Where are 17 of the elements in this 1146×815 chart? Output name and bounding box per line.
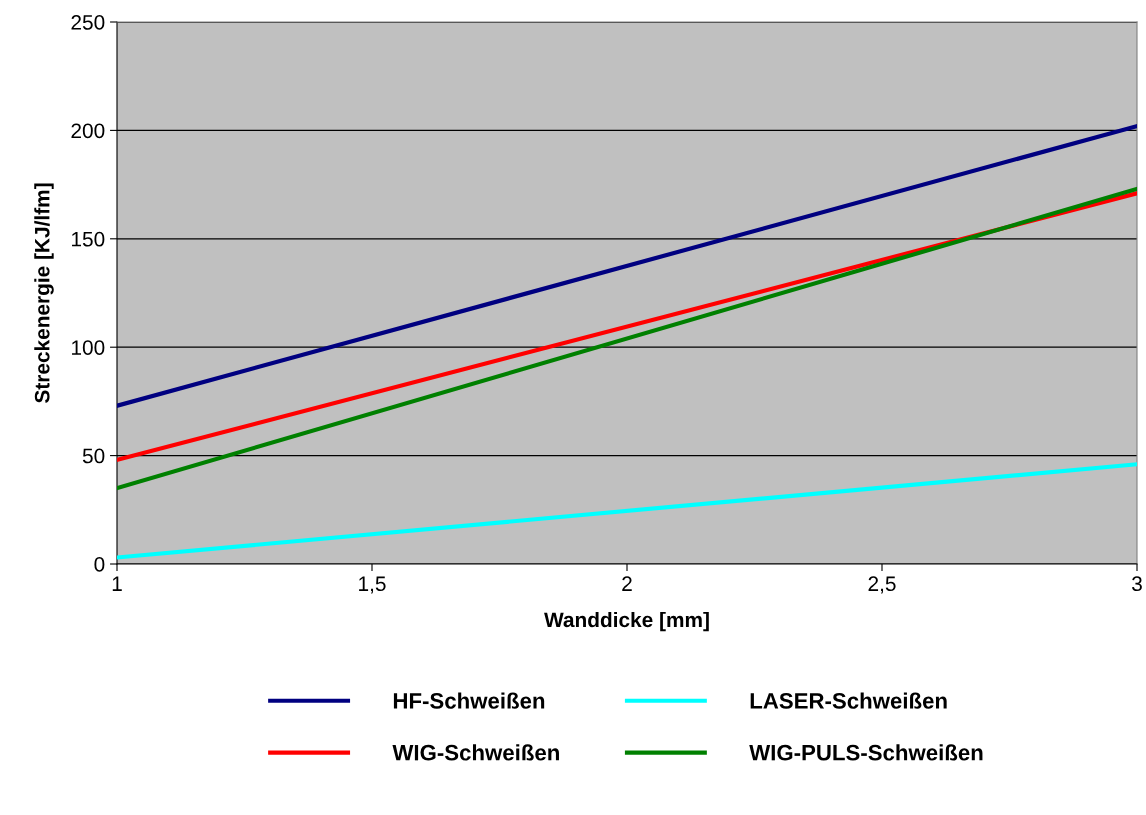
y-tick-label: 150: [72, 231, 105, 247]
y-tick-label: 200: [71, 123, 105, 139]
y-tick-label: 100: [72, 340, 105, 355]
legend-label: WIG-Schweißen: [392, 744, 559, 761]
x-tick-label: 1: [112, 576, 122, 591]
y-tick-label: 0: [94, 557, 105, 572]
y-axis-title: Streckenergie [KJ/lfm]: [34, 183, 54, 403]
legend-label: LASER-Schweißen: [750, 692, 947, 709]
y-tick-label: 250: [71, 15, 105, 30]
x-tick-label: 2: [622, 576, 632, 591]
x-tick-label: 1,5: [359, 576, 386, 594]
x-axis-title: Wanddicke [mm]: [544, 611, 709, 632]
x-tick-label: 2,5: [868, 576, 896, 594]
legend-label: HF-Schweißen: [393, 692, 545, 709]
legend-label: WIG-PULS-Schweißen: [749, 744, 983, 761]
y-tick-label: 50: [82, 448, 105, 464]
x-tick-label: 3: [1132, 576, 1142, 592]
